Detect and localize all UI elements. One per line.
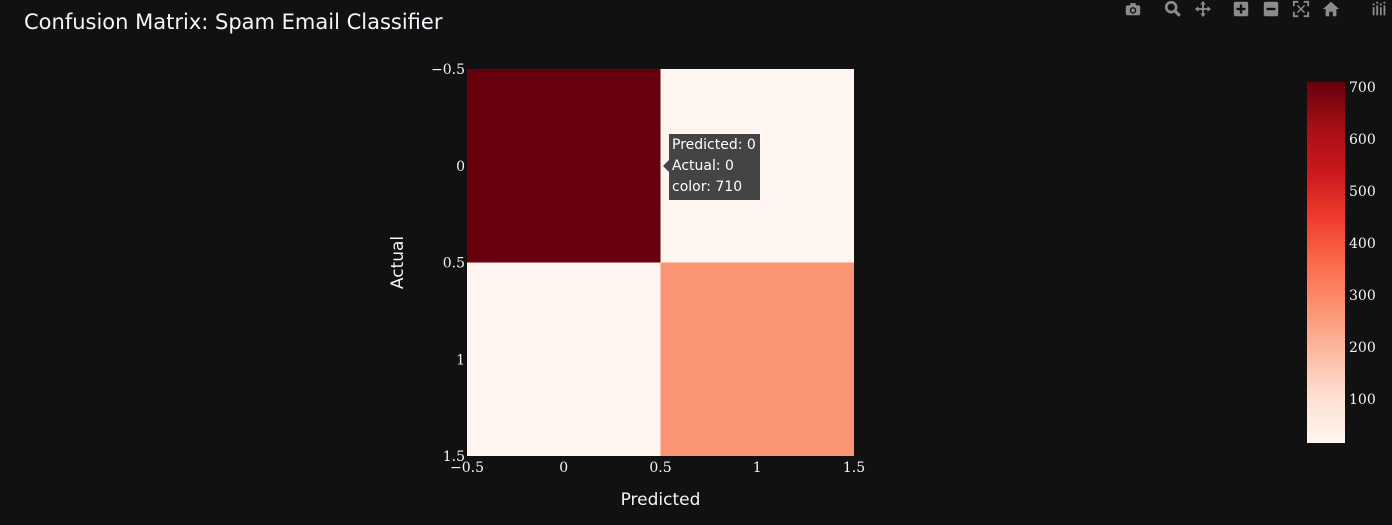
colorbar-tick-label: 300: [1349, 288, 1376, 304]
tooltip-line-predicted: Predicted: 0: [672, 137, 756, 153]
tooltip-line-color: color: 710: [672, 179, 743, 195]
y-axis-title: Actual: [388, 236, 408, 289]
autoscale-icon[interactable]: [1290, 0, 1312, 20]
colorbar-tick-label: 500: [1349, 184, 1376, 200]
home-icon[interactable]: [1320, 0, 1342, 20]
heatmap-cell-actual-1-predicted-1[interactable]: [660, 262, 855, 457]
x-tick-label: −0.5: [450, 460, 484, 476]
y-tick-label: 1.5: [443, 449, 465, 465]
zoom-icon[interactable]: [1162, 0, 1184, 20]
y-tick-label: 1: [456, 352, 465, 368]
x-axis-ticks: −0.5 0 0.5 1 1.5: [450, 460, 865, 476]
chart-title: Confusion Matrix: Spam Email Classifier: [24, 10, 443, 34]
colorbar-tick-label: 700: [1349, 80, 1376, 96]
tooltip-arrow: [663, 160, 669, 172]
y-tick-label: −0.5: [431, 62, 465, 78]
zoom-in-icon[interactable]: [1230, 0, 1252, 20]
colorbar-tick-label: 400: [1349, 236, 1376, 252]
zoom-out-icon[interactable]: [1260, 0, 1282, 20]
x-tick-label: 0.5: [649, 460, 671, 476]
hover-tooltip: Predicted: 0 Actual: 0 color: 710: [669, 134, 760, 200]
tooltip-line-actual: Actual: 0: [672, 158, 734, 174]
modebar: [1122, 0, 1392, 20]
heatmap-cell-actual-0-predicted-0[interactable]: [467, 69, 661, 263]
y-tick-label: 0: [456, 159, 465, 175]
y-axis-ticks: −0.5 0 0.5 1 1.5: [431, 62, 465, 465]
colorbar-tick-label: 200: [1349, 340, 1376, 356]
colorbar-ticks: 100 200 300 400 500 600 700: [1349, 80, 1376, 408]
heatmap-cells[interactable]: [467, 69, 854, 456]
colorbar: [1307, 82, 1345, 443]
camera-icon[interactable]: [1122, 0, 1144, 20]
x-tick-label: 1: [753, 460, 762, 476]
x-tick-label: 1.5: [843, 460, 865, 476]
y-tick-label: 0.5: [443, 256, 465, 272]
x-axis-title: Predicted: [621, 490, 701, 510]
heatmap-cell-actual-1-predicted-0[interactable]: [467, 262, 661, 457]
pan-icon[interactable]: [1192, 0, 1214, 20]
x-tick-label: 0: [559, 460, 568, 476]
plotly-logo-icon[interactable]: [1368, 0, 1390, 20]
colorbar-tick-label: 600: [1349, 132, 1376, 148]
colorbar-tick-label: 100: [1349, 392, 1376, 408]
